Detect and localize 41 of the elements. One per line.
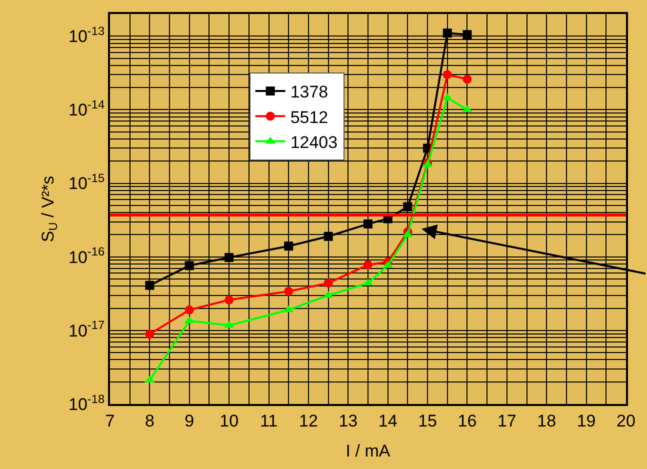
x-tick-label: 12 [299,411,318,430]
x-tick-label: 13 [338,411,358,430]
point [324,278,333,288]
x-tick-label: 8 [144,411,154,430]
point [462,30,472,40]
point [364,260,372,270]
point [403,202,412,212]
x-tick-label: 9 [184,411,194,430]
y-tick-label: 10$^{-14}$ [68,98,105,120]
point [462,74,472,84]
y-tick-label: 10$^{-18}$ [68,392,105,414]
x-tick-label: 11 [260,411,278,430]
y-tick-label: 10$^{-17}$ [68,318,105,340]
x-tick-label: 20 [616,411,636,430]
legend-label: 12403 [290,132,338,152]
x-tick-label: 19 [576,411,596,430]
x-axis-title: I / mA [346,441,391,460]
point [364,219,372,228]
point [184,305,194,314]
y-tick-label: 10$^{-16}$ [68,244,105,267]
point [284,242,294,251]
point [442,28,452,38]
point [184,261,194,270]
legend-label: 1378 [290,82,328,102]
legend-label: 5512 [290,108,328,127]
x-tick-label: 14 [378,411,398,430]
point [224,295,234,304]
y-tick-label: 10$^{-13}$ [68,24,105,46]
x-tick-label: 17 [497,411,516,430]
x-tick-label: 10 [220,411,239,430]
point [145,280,154,290]
point [442,70,452,80]
x-tick-label: 16 [458,411,477,430]
x-tick-label: 18 [537,411,556,430]
x-tick-label: 15 [418,411,437,430]
y-tick-label: 10$^{-15}$ [68,171,105,194]
point [284,286,294,296]
point [224,253,234,262]
point [145,330,154,339]
x-tick-label: 7 [105,411,115,430]
point [324,232,333,241]
